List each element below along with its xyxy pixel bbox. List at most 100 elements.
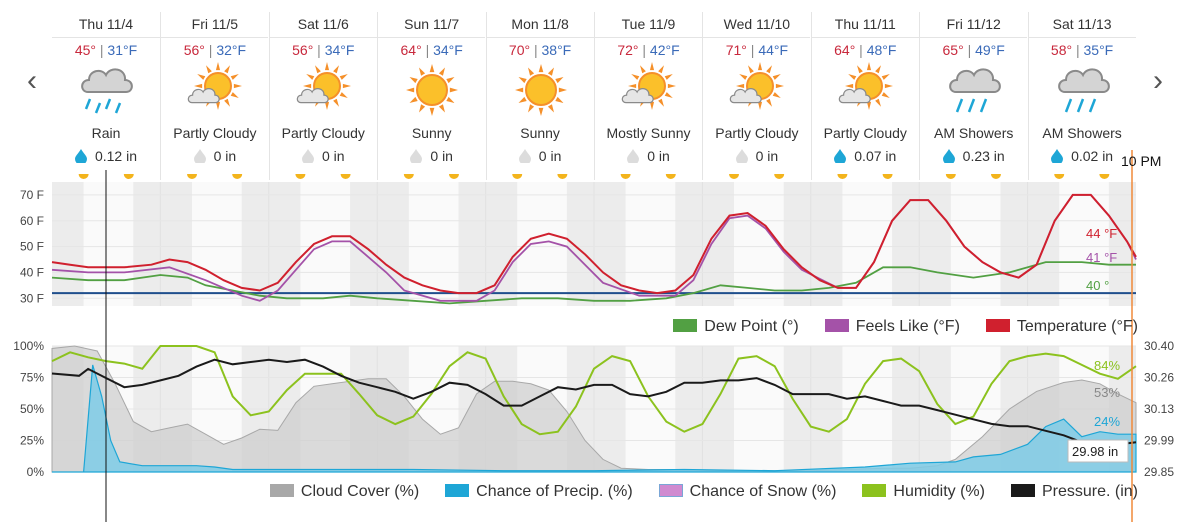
y-tick-label: 25%: [20, 434, 44, 448]
humidity-line: [51, 345, 1137, 436]
sun-marker-icon: [78, 174, 89, 179]
day-name: Sat 11/6: [269, 12, 377, 38]
day-column[interactable]: Thu 11/11 64° | 48°F Partly Cloudy 0.07 …: [810, 12, 919, 180]
temperature-legend: Dew Point (°) Feels Like (°F) Temperature …: [647, 318, 1138, 336]
cloud-cover-area: [51, 345, 1137, 473]
legend-swatch: [658, 484, 683, 497]
partly-cloudy-icon: [595, 60, 702, 122]
legend-swatch: [445, 484, 470, 497]
raindrop-icon: [518, 149, 531, 163]
day-column[interactable]: Sat 11/13 58° | 35°F AM Showers 0.02 in: [1027, 12, 1136, 180]
condition-label: Sunny: [520, 125, 560, 141]
pressure-line: [51, 358, 1137, 446]
partly-cloudy-icon: [812, 60, 919, 122]
day-name: Fri 11/12: [920, 12, 1028, 38]
legend-swatch: [862, 484, 887, 497]
high-temp: 64°: [400, 42, 422, 58]
sun-icon: [378, 60, 485, 122]
precip-value: 0 in: [755, 148, 779, 164]
day-temps: 45° | 31°F: [74, 42, 138, 58]
conditions-legend: Cloud Cover (%) Chance of Precip. (%) Chan…: [244, 483, 1138, 501]
low-temp: 44°F: [758, 42, 789, 58]
high-temp: 70°: [508, 42, 531, 58]
precip-value: 0 in: [538, 148, 562, 164]
sun-marker-icon: [945, 174, 956, 179]
showers-icon: [1029, 60, 1136, 122]
legend-item-precip-chance[interactable]: Chance of Precip. (%): [445, 483, 633, 501]
day-name: Mon 11/8: [486, 12, 594, 38]
temperature-line: [51, 193, 1137, 295]
sun-marker-icon: [123, 174, 134, 180]
low-temp: 34°F: [433, 42, 463, 58]
day-name: Thu 11/11: [811, 12, 919, 38]
precip-amount: 0 in: [487, 144, 594, 168]
day-column[interactable]: Fri 11/12 65° | 49°F AM Showers 0.23 in: [919, 12, 1028, 180]
precip-amount: 0.02 in: [1029, 144, 1136, 168]
legend-item-feels-like[interactable]: Feels Like (°F): [824, 318, 960, 336]
dew-point-end-label: 40 °: [1086, 278, 1109, 293]
precip-amount: 0.12 in: [52, 144, 160, 168]
precip-amount: 0.23 in: [920, 144, 1027, 168]
legend-item-snow-chance[interactable]: Chance of Snow (%): [658, 483, 836, 501]
day-column[interactable]: Wed 11/10 71° | 44°F Partly Cloudy 0 in: [702, 12, 811, 180]
legend-item-humidity[interactable]: Humidity (%): [862, 483, 985, 501]
legend-label: Dew Point (°): [704, 318, 799, 335]
day-column[interactable]: Sat 11/6 56° | 34°F Partly Cloudy 0 in: [268, 12, 377, 180]
day-column[interactable]: Mon 11/8 70° | 38°F Sunny 0 in: [485, 12, 594, 180]
high-temp: 72°: [617, 42, 639, 58]
day-column[interactable]: Fri 11/5 56° | 32°F Partly Cloudy 0 in: [160, 12, 269, 180]
night-band: [806, 182, 843, 306]
y2-tick-label: 30.26: [1144, 371, 1174, 385]
time-marker-label: 10 PM: [1121, 153, 1161, 169]
condition-label: AM Showers: [934, 125, 1014, 141]
low-temp: 42°F: [649, 42, 680, 58]
condition-label: Sunny: [411, 125, 452, 141]
high-temp: 45°: [74, 42, 96, 58]
high-temp: 71°: [725, 42, 747, 58]
precip-amount: 0 in: [161, 144, 268, 168]
raindrop-icon: [735, 149, 748, 163]
day-column[interactable]: Tue 11/9 72° | 42°F Mostly Sunny 0 in: [594, 12, 702, 180]
precip-amount: 0 in: [270, 144, 377, 168]
raindrop-icon: [74, 149, 87, 163]
low-temp: 35°F: [1083, 42, 1114, 58]
legend-label: Pressure. (in): [1041, 483, 1138, 500]
legend-item-temperature[interactable]: Temperature (°F): [985, 318, 1138, 336]
high-temp: 64°: [834, 42, 856, 58]
sun-marker-icon: [403, 174, 414, 179]
precip-value: 0.23 in: [962, 148, 1005, 164]
next-arrow-icon[interactable]: ›: [1153, 64, 1163, 97]
legend-item-cloud-cover[interactable]: Cloud Cover (%): [269, 483, 419, 501]
legend-item-dew-point[interactable]: Dew Point (°): [673, 318, 799, 336]
sun-marker-icon: [512, 174, 523, 179]
day-name: Thu 11/4: [52, 12, 160, 38]
precip-value: 0 in: [430, 148, 453, 164]
y-tick-label: 100%: [13, 339, 44, 353]
raindrop-icon: [1051, 149, 1064, 163]
legend-label: Temperature (°F): [1016, 318, 1138, 335]
sun-marker-icon: [340, 174, 351, 179]
day-column[interactable]: Thu 11/4 45° | 31°F Rain 0.12 in: [52, 12, 160, 180]
precip-amount: 0 in: [595, 144, 702, 168]
raindrop-icon: [834, 149, 847, 163]
feels-like-end-label: 41 °F: [1086, 250, 1117, 265]
condition-label: Partly Cloudy: [173, 125, 257, 141]
night-band: [1023, 182, 1060, 306]
day-temps: 72° | 42°F: [617, 42, 680, 58]
low-temp: 34°F: [324, 42, 355, 58]
legend-item-pressure[interactable]: Pressure. (in): [1010, 483, 1138, 501]
legend-label: Feels Like (°F): [855, 318, 960, 335]
y-tick-label: 50%: [20, 402, 44, 416]
low-temp: 31°F: [107, 42, 138, 58]
y-tick-label: 0%: [27, 465, 45, 479]
sun-marker-icon: [448, 174, 459, 179]
legend-swatch: [673, 319, 698, 332]
day-temps: 70° | 38°F: [508, 42, 572, 58]
previous-arrow-icon[interactable]: ‹: [27, 64, 37, 97]
precip-chance-area: [52, 364, 1137, 473]
y-tick-label: 30 F: [20, 291, 44, 305]
day-column[interactable]: Sun 11/7 64° | 34°F Sunny 0 in: [377, 12, 486, 180]
legend-label: Humidity (%): [893, 483, 985, 500]
low-temp: 49°F: [975, 42, 1005, 58]
partly-cloudy-icon: [703, 60, 810, 122]
